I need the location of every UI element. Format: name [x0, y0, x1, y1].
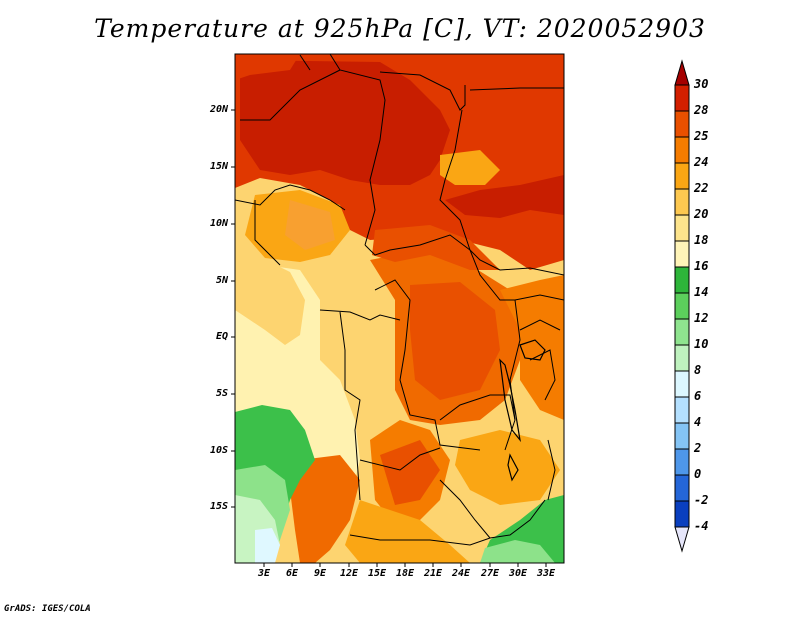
colorbar-label: -4 [694, 519, 709, 533]
lat-label: 15S [209, 501, 228, 512]
lat-label: 10S [209, 445, 228, 456]
colorbar-segment [674, 110, 690, 138]
colorbar-segment [674, 422, 690, 450]
lon-label: 33E [536, 568, 556, 579]
colorbar-label: 0 [694, 467, 702, 481]
country-borders [235, 54, 564, 546]
lat-label: 5N [215, 275, 228, 286]
colorbar-label: 10 [694, 337, 709, 351]
axis-ticks [231, 109, 547, 567]
map-frame [234, 53, 565, 564]
colorbar-segment [674, 344, 690, 372]
credit-text: GrADS: IGES/COLA [4, 604, 91, 614]
colorbar-label: 28 [694, 103, 709, 117]
colorbar-label: 30 [694, 77, 709, 91]
lat-label: 20N [209, 104, 228, 115]
colorbar-label: 8 [694, 363, 702, 377]
lon-label: 30E [508, 568, 528, 579]
colorbar-label: 25 [694, 129, 709, 143]
colorbar-label: 16 [694, 259, 709, 273]
colorbar-segment [674, 370, 690, 398]
colorbar-label: 18 [694, 233, 709, 247]
colorbar-label: 4 [694, 415, 702, 429]
colorbar-segment [674, 188, 690, 216]
lon-label: 18E [395, 568, 415, 579]
temperature-field [235, 54, 564, 563]
colorbar-segment [674, 318, 690, 346]
colorbar-segment [674, 292, 690, 320]
colorbar-label: 20 [694, 207, 709, 221]
lon-label: 12E [339, 568, 359, 579]
colorbar-label: 14 [694, 285, 709, 299]
colorbar [674, 59, 690, 553]
lon-label: 9E [313, 568, 327, 579]
colorbar-segment [674, 474, 690, 502]
lat-label: EQ [215, 331, 228, 342]
map-title: Temperature at 925hPa [C], VT: 202005290… [94, 14, 706, 43]
lat-label: 10N [209, 218, 228, 229]
colorbar-label: -2 [694, 493, 709, 507]
colorbar-segment [674, 448, 690, 476]
lat-label: 15N [209, 161, 228, 172]
colorbar-segment [674, 266, 690, 294]
colorbar-segment [674, 240, 690, 268]
lon-label: 21E [423, 568, 443, 579]
colorbar-label: 22 [694, 181, 709, 195]
colorbar-segment [674, 500, 690, 528]
colorbar-segment [674, 396, 690, 424]
colorbar-segment [674, 136, 690, 164]
lat-label: 5S [215, 388, 228, 399]
colorbar-top-triangle [674, 59, 690, 86]
colorbar-segment [674, 214, 690, 242]
colorbar-segment [674, 84, 690, 112]
colorbar-bottom-triangle [674, 526, 690, 553]
lakes [499, 339, 546, 482]
colorbar-label: 6 [694, 389, 702, 403]
colorbar-label: 12 [694, 311, 709, 325]
lon-label: 6E [285, 568, 299, 579]
lon-label: 3E [257, 568, 271, 579]
colorbar-segment [674, 162, 690, 190]
colorbar-label: 2 [694, 441, 702, 455]
lon-label: 24E [451, 568, 471, 579]
colorbar-label: 24 [694, 155, 709, 169]
lon-label: 27E [480, 568, 500, 579]
lon-label: 15E [367, 568, 387, 579]
